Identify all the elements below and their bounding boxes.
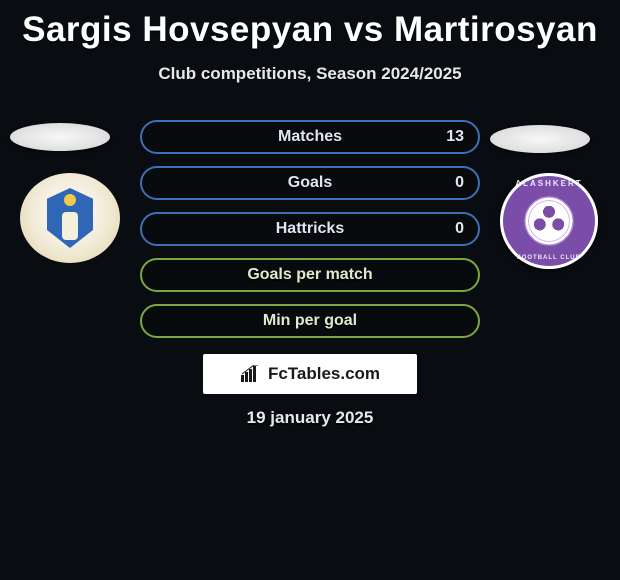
brand-badge: FcTables.com <box>203 354 417 394</box>
stat-label: Min per goal <box>263 312 357 330</box>
left-club-crest <box>20 173 120 263</box>
stat-label: Hattricks <box>276 220 344 238</box>
stat-row: Goals per match <box>140 258 480 292</box>
stat-label: Goals <box>288 174 332 192</box>
snapshot-date: 19 january 2025 <box>0 408 620 428</box>
page-title: Sargis Hovsepyan vs Martirosyan <box>0 0 620 50</box>
comparison-card: Sargis Hovsepyan vs Martirosyan Club com… <box>0 0 620 580</box>
crest-top-text: ALASHKERT <box>500 179 598 188</box>
stat-value: 13 <box>446 128 464 146</box>
stat-row: Matches 13 <box>140 120 480 154</box>
stat-label: Matches <box>278 128 342 146</box>
soccer-ball-icon <box>528 200 570 242</box>
brand-text: FcTables.com <box>268 364 380 384</box>
shield-icon <box>47 188 93 248</box>
season-subtitle: Club competitions, Season 2024/2025 <box>0 64 620 84</box>
stat-label: Goals per match <box>247 266 372 284</box>
right-club-crest: ALASHKERT FOOTBALL CLUB <box>500 173 598 269</box>
right-country-flag <box>490 125 590 153</box>
stat-row: Hattricks 0 <box>140 212 480 246</box>
left-country-flag <box>10 123 110 151</box>
stats-list: Matches 13 Goals 0 Hattricks 0 Goals per match… <box>140 120 480 350</box>
stat-value: 0 <box>455 220 464 238</box>
stat-row: Min per goal <box>140 304 480 338</box>
bar-chart-icon <box>240 365 262 383</box>
stat-row: Goals 0 <box>140 166 480 200</box>
stat-value: 0 <box>455 174 464 192</box>
crest-bottom-text: FOOTBALL CLUB <box>500 255 598 261</box>
